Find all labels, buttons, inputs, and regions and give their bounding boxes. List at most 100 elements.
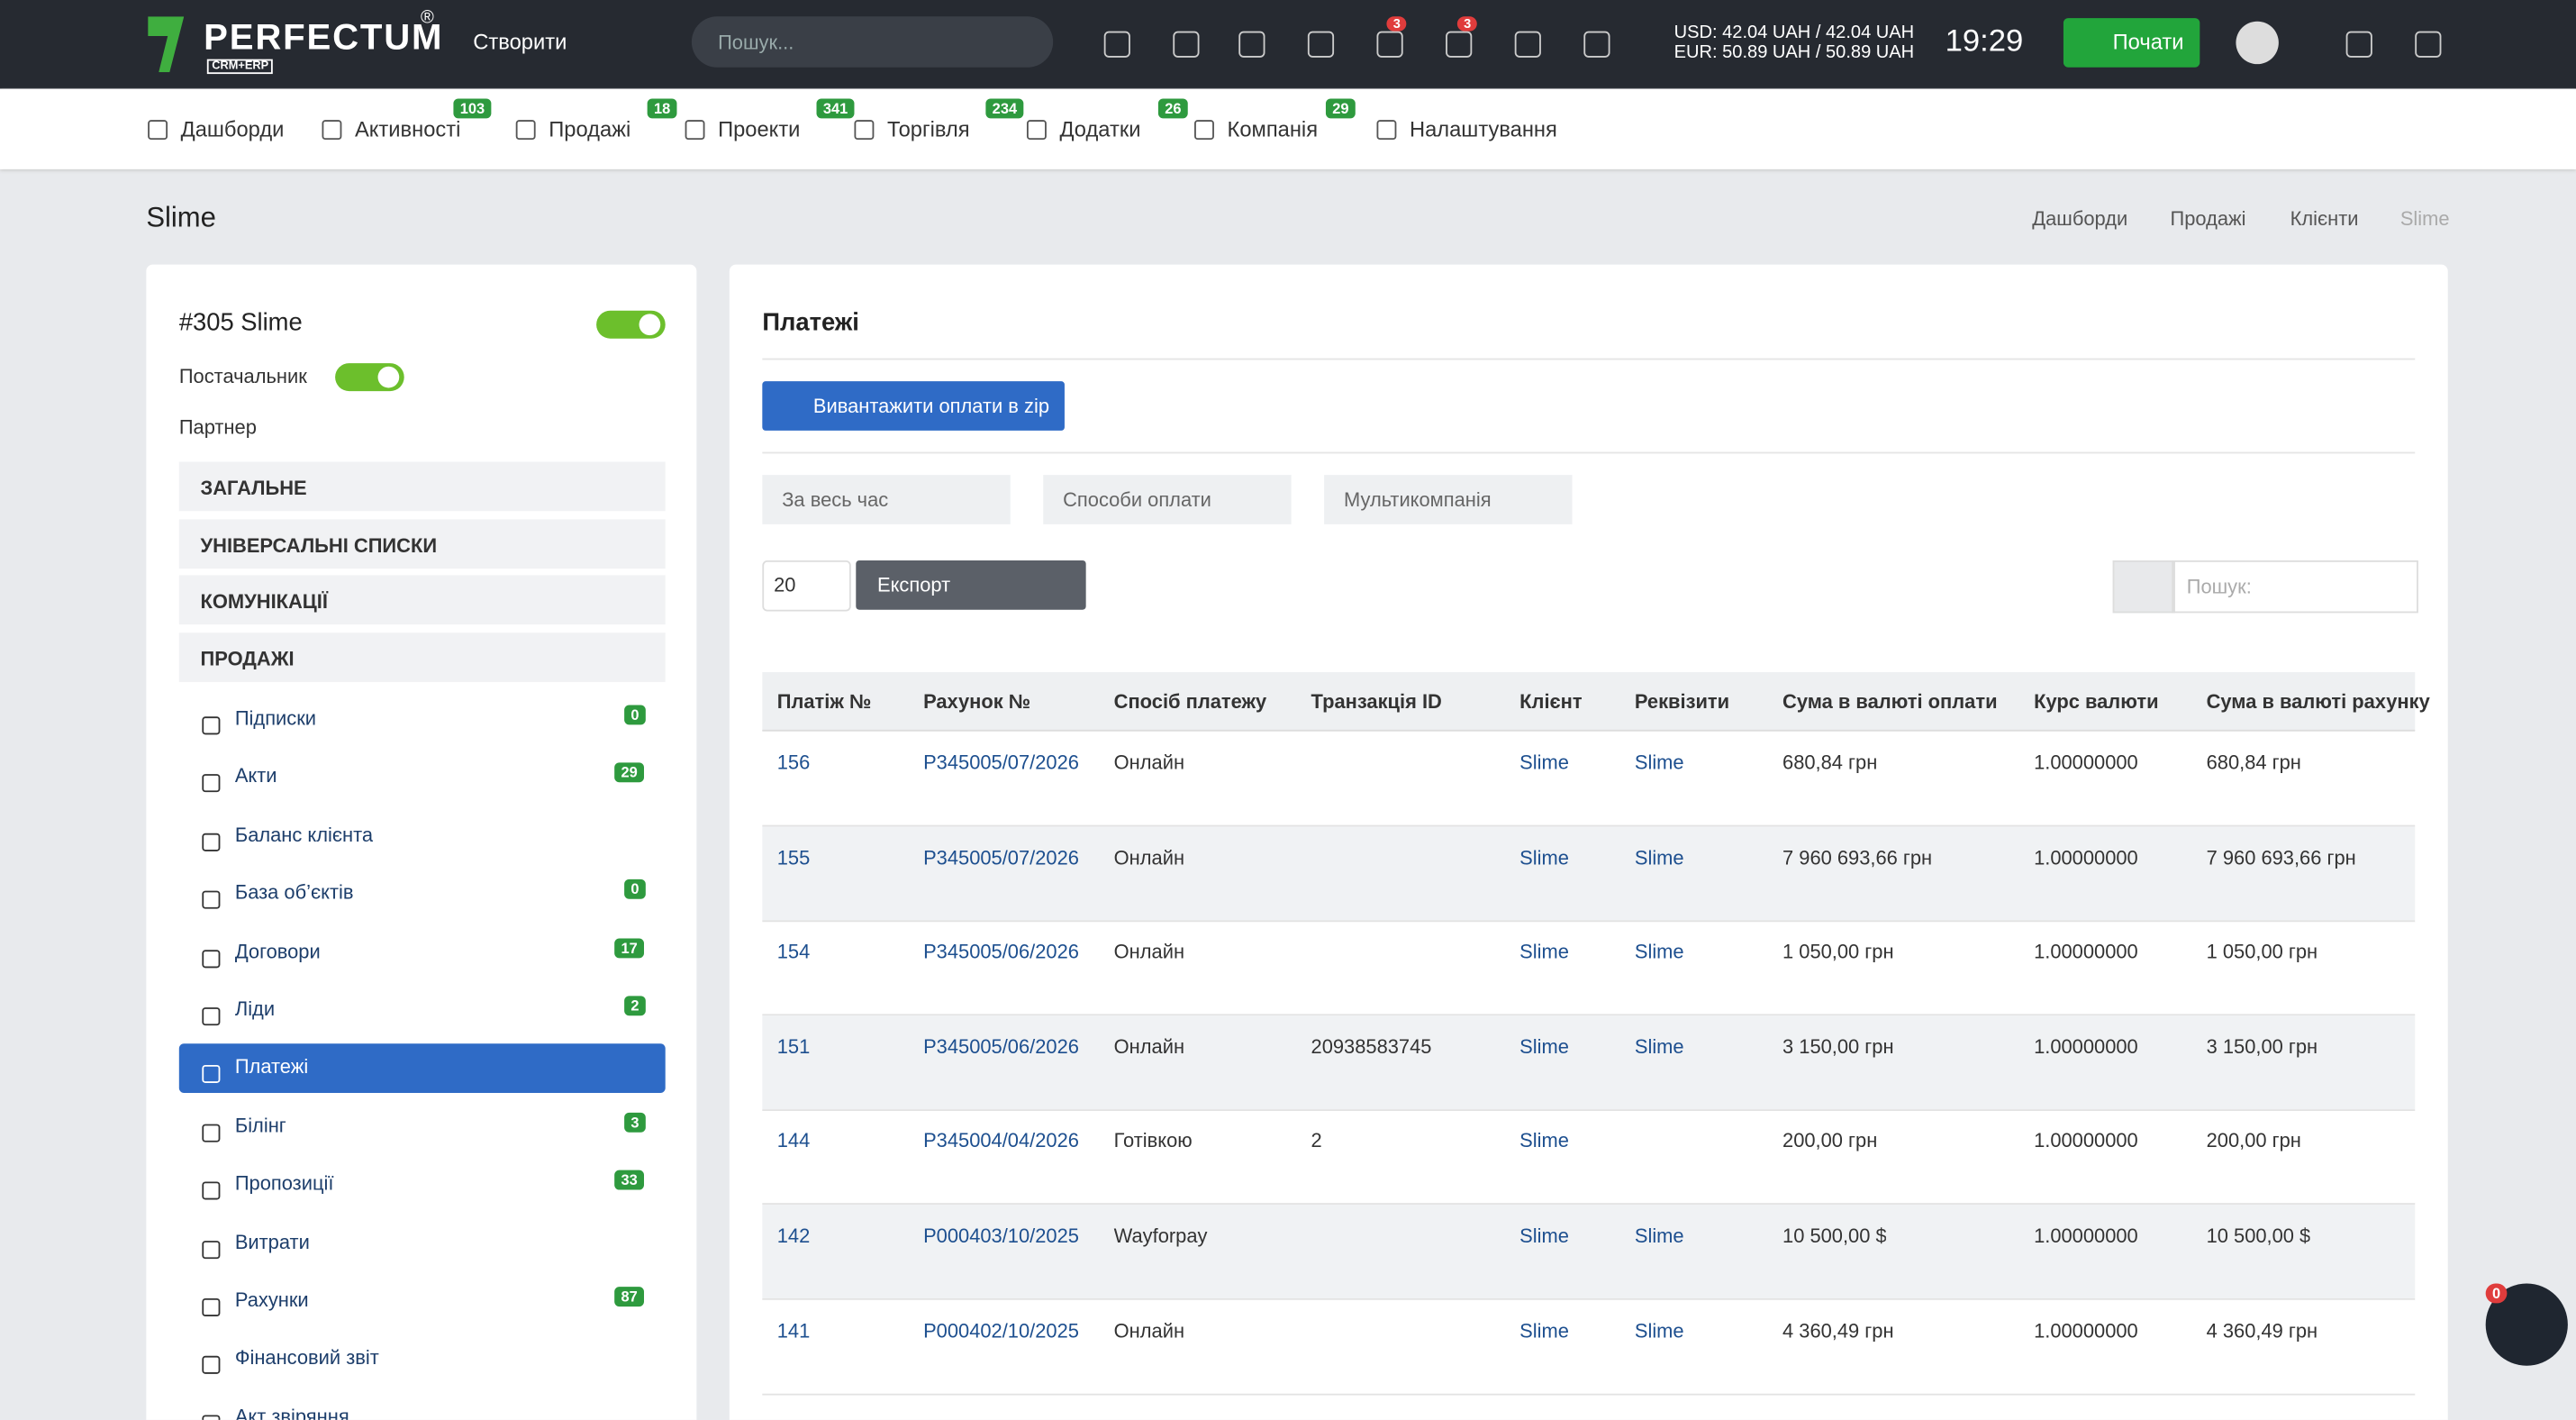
table-cell[interactable]: 144 xyxy=(776,1129,811,1153)
column-header[interactable]: Клієнт xyxy=(1519,690,1583,714)
menu-item[interactable]: Акти xyxy=(234,764,277,788)
table-cell[interactable]: Slime xyxy=(1634,751,1684,775)
column-header[interactable]: Курс валюти xyxy=(2034,690,2159,714)
table-cell: Готівкою xyxy=(1113,1129,1193,1153)
table-cell[interactable]: Slime xyxy=(1519,1318,1569,1343)
icon[interactable] xyxy=(1103,31,1130,58)
filter-select[interactable]: Мультикомпанія xyxy=(1324,475,1573,524)
table-cell[interactable]: Slime xyxy=(1634,845,1684,869)
table-cell: Онлайн xyxy=(1113,1034,1185,1059)
breadcrumb[interactable]: Дашборди xyxy=(2032,206,2128,231)
menu-item[interactable]: Платежі xyxy=(234,1055,309,1079)
menu-item[interactable]: База об’єктів xyxy=(234,880,354,905)
menu-item[interactable]: Акт звіряння xyxy=(234,1405,349,1420)
table-cell[interactable]: Slime xyxy=(1519,1034,1569,1059)
table-cell[interactable]: 142 xyxy=(776,1224,811,1248)
table-cell[interactable]: P000403/10/2025 xyxy=(923,1224,1079,1248)
table-cell[interactable]: 154 xyxy=(776,940,811,964)
table-cell: 680,84 грн xyxy=(1782,751,1878,775)
menu-item[interactable]: Білінг xyxy=(234,1114,286,1137)
icon[interactable] xyxy=(1376,31,1403,58)
icon[interactable] xyxy=(1514,31,1541,58)
table-cell[interactable]: P000402/10/2025 xyxy=(923,1318,1079,1343)
table-cell[interactable]: P345005/07/2026 xyxy=(923,751,1079,775)
table-cell[interactable]: Slime xyxy=(1519,940,1569,964)
page-size[interactable]: 20 xyxy=(762,560,851,612)
column-header[interactable]: Реквізити xyxy=(1634,690,1730,714)
search-box[interactable] xyxy=(691,16,1054,68)
table-cell[interactable]: Slime xyxy=(1634,1318,1684,1343)
nav-item[interactable]: Додатки xyxy=(1059,116,1141,141)
avatar[interactable] xyxy=(2236,21,2279,65)
download-button[interactable]: Вивантажити оплати в zip xyxy=(762,381,1065,431)
icon[interactable] xyxy=(1238,31,1265,58)
nav-item[interactable]: Дашборди xyxy=(180,116,285,141)
table-search[interactable]: Пошук: xyxy=(2172,560,2418,614)
menu-item[interactable]: Підписки xyxy=(234,706,317,730)
table-cell[interactable]: 156 xyxy=(776,751,811,775)
column-header[interactable]: Спосіб платежу xyxy=(1113,690,1267,714)
column-header[interactable]: Платіж № xyxy=(776,690,872,714)
menu-item[interactable]: Ліди xyxy=(234,997,276,1021)
section-header[interactable] xyxy=(178,575,666,625)
nav-item[interactable]: Налаштування xyxy=(1409,116,1557,141)
table-cell[interactable]: Slime xyxy=(1634,1034,1684,1059)
icon[interactable] xyxy=(1446,31,1473,58)
create-menu[interactable]: Створити xyxy=(473,29,567,55)
menu-item[interactable]: Витрати xyxy=(234,1230,310,1253)
icon[interactable] xyxy=(2345,31,2372,58)
nav-item[interactable]: Торгівля xyxy=(886,116,970,141)
payments-title: Платежі xyxy=(762,308,859,337)
table-cell[interactable]: P345004/04/2026 xyxy=(923,1129,1079,1153)
nav-item[interactable]: Компанія xyxy=(1227,116,1319,141)
row-border xyxy=(762,824,2416,827)
table-cell[interactable]: Slime xyxy=(1519,1224,1569,1248)
icon[interactable] xyxy=(2415,31,2442,58)
table-cell: 1.00000000 xyxy=(2034,940,2138,964)
menu-icon xyxy=(202,1415,221,1420)
table-cell[interactable]: 151 xyxy=(776,1034,811,1059)
section-header[interactable] xyxy=(178,461,666,512)
table-cell[interactable]: P345005/06/2026 xyxy=(923,940,1079,964)
icon[interactable] xyxy=(1307,31,1335,58)
start-button[interactable]: Почати xyxy=(2063,18,2200,68)
table-cell[interactable]: P345005/07/2026 xyxy=(923,845,1079,869)
menu-badge: 3 xyxy=(624,1112,646,1133)
column-header[interactable]: Сума в валюті рахунку xyxy=(2206,690,2430,714)
table-cell[interactable]: Slime xyxy=(1634,940,1684,964)
table-cell[interactable]: Slime xyxy=(1519,751,1569,775)
column-header[interactable]: Транзакція ID xyxy=(1311,690,1442,714)
section-title: ПРОДАЖІ xyxy=(200,646,295,670)
menu-item[interactable]: Рахунки xyxy=(234,1288,309,1312)
column-header[interactable]: Сума в валюті оплати xyxy=(1782,690,1998,714)
table-cell[interactable]: 155 xyxy=(776,845,811,869)
nav-item[interactable]: Продажі xyxy=(549,116,631,141)
menu-item[interactable]: Баланс клієнта xyxy=(234,823,374,846)
export-button[interactable]: Експорт xyxy=(856,560,1086,610)
menu-icon xyxy=(202,1124,221,1142)
section-header[interactable] xyxy=(178,632,666,682)
filter-select[interactable]: Способи оплати xyxy=(1043,475,1292,524)
breadcrumb[interactable]: Продажі xyxy=(2170,206,2246,231)
nav-icon xyxy=(1376,120,1397,141)
menu-item[interactable]: Фінансовий звіт xyxy=(234,1346,379,1370)
nav-item[interactable]: Проекти xyxy=(718,116,801,141)
table-cell[interactable]: Slime xyxy=(1519,1129,1569,1153)
icon[interactable] xyxy=(1173,31,1200,58)
menu-item[interactable]: Договори xyxy=(234,939,321,963)
client-name[interactable]: #305 Slime xyxy=(178,308,303,337)
section-header[interactable] xyxy=(178,518,666,569)
table-cell[interactable]: Slime xyxy=(1519,845,1569,869)
table-cell[interactable]: 141 xyxy=(776,1318,811,1343)
table-cell[interactable]: P345005/06/2026 xyxy=(923,1034,1079,1059)
menu-item[interactable]: Пропозиції xyxy=(234,1171,334,1196)
table-cell[interactable]: Slime xyxy=(1634,1224,1684,1248)
column-header[interactable]: Рахунок № xyxy=(923,690,1031,714)
nav-icon xyxy=(854,120,875,141)
nav-item[interactable]: Активності xyxy=(354,116,461,141)
supplier-label: Постачальник xyxy=(178,364,307,388)
icon[interactable] xyxy=(1583,31,1610,58)
breadcrumb[interactable]: Клієнти xyxy=(2290,206,2359,231)
menu-active xyxy=(178,1043,666,1094)
filter-select[interactable]: За весь час xyxy=(762,475,1011,524)
